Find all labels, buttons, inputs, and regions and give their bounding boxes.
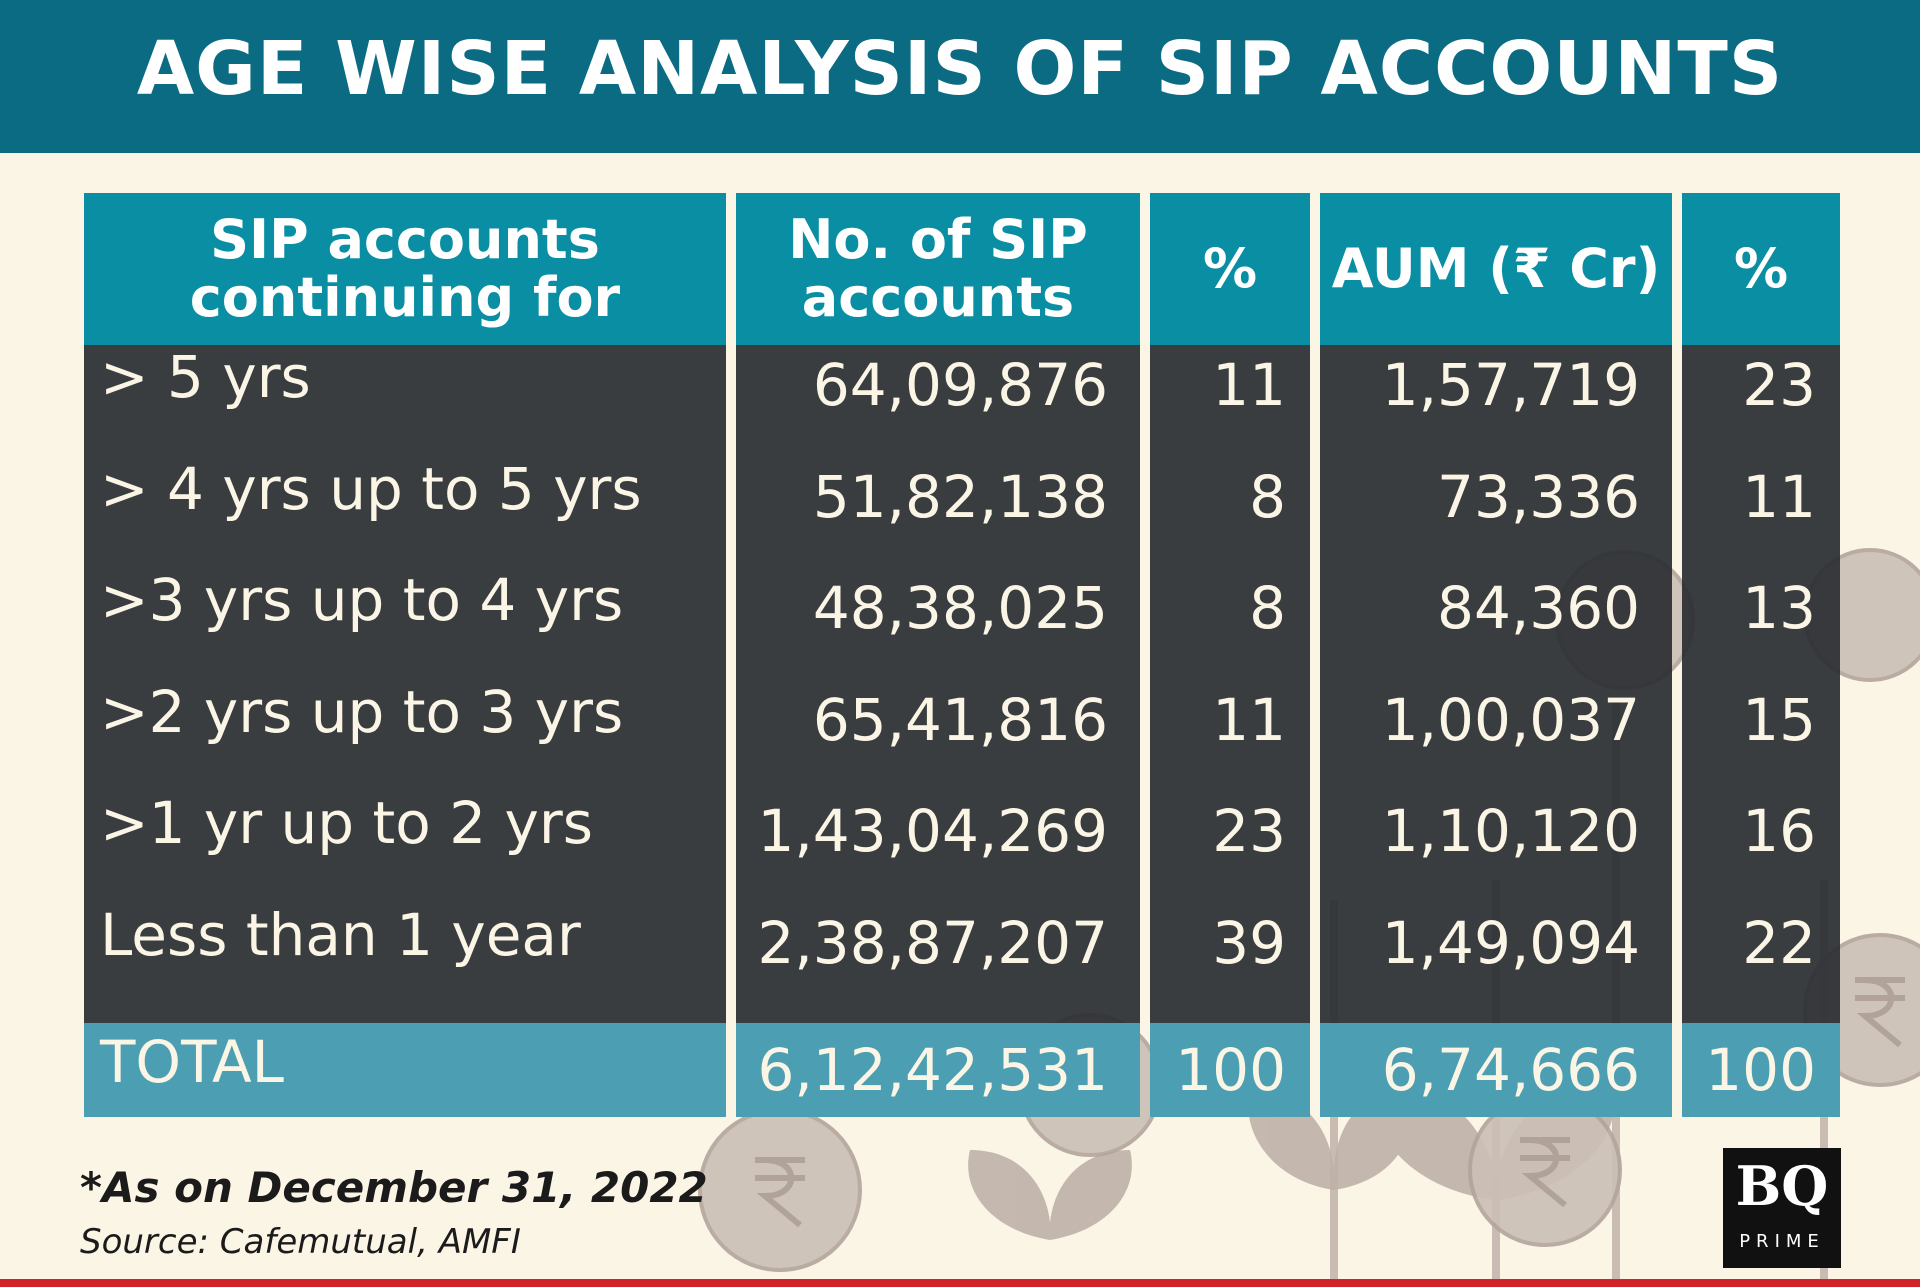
total-cell: 6,74,666: [1381, 1036, 1640, 1104]
title-banner: AGE WISE ANALYSIS OF SIP ACCOUNTS: [0, 0, 1920, 153]
total-row-cell: [1150, 1023, 1310, 1117]
header-cell: No. of SIP accounts: [736, 193, 1140, 345]
table-cell: 48,38,025: [812, 574, 1108, 642]
footnote: *As on December 31, 2022: [80, 1163, 708, 1212]
bq-prime-logo: BQ PRIME: [1723, 1148, 1841, 1268]
source-note: Source: Cafemutual, AMFI: [80, 1222, 521, 1262]
table-cell: 51,82,138: [812, 462, 1108, 531]
body-column: [1150, 345, 1310, 1023]
table-cell: 1,43,04,269: [757, 797, 1108, 865]
table-cell: 11: [1212, 685, 1286, 754]
total-cell: 6,12,42,531: [757, 1036, 1108, 1104]
table-cell: 22: [1742, 908, 1816, 977]
table-cell: 65,41,816: [812, 685, 1108, 754]
body-column: [84, 345, 726, 1023]
table-cell: 16: [1742, 797, 1816, 865]
total-label: TOTAL: [100, 1028, 284, 1096]
table-cell: 2,38,87,207: [757, 908, 1108, 977]
table-cell: 73,336: [1437, 462, 1640, 531]
table-cell: 1,00,037: [1381, 685, 1640, 754]
bottom-accent-line: [0, 1279, 1920, 1287]
row-label: > 5 yrs: [100, 343, 311, 411]
table-cell: 13: [1742, 574, 1816, 642]
rupee-symbol: [1855, 977, 1905, 1048]
table-cell: 8: [1249, 462, 1286, 531]
plant-leaf-icon: [1049, 1150, 1132, 1240]
header-cell: %: [1150, 193, 1310, 345]
rupee-symbol: [1520, 1137, 1570, 1208]
header-cell: AUM (₹ Cr): [1320, 193, 1672, 345]
row-label: >1 yr up to 2 yrs: [100, 789, 593, 857]
rupee-symbol: [755, 1157, 805, 1228]
row-label: > 4 yrs up to 5 yrs: [100, 454, 642, 523]
total-row-cell: [1320, 1023, 1672, 1117]
table-cell: 39: [1212, 908, 1286, 977]
logo-text: BQ: [1735, 1154, 1829, 1218]
table-cell: 1,57,719: [1381, 351, 1640, 419]
table-cell: 84,360: [1437, 574, 1640, 642]
logo-subtext: PRIME: [1739, 1231, 1825, 1252]
total-row-cell: [1682, 1023, 1840, 1117]
plant-leaf-icon: [968, 1150, 1051, 1240]
table-cell: 23: [1212, 797, 1286, 865]
table-cell: 11: [1212, 351, 1286, 419]
total-row-cell: [84, 1023, 726, 1117]
table-cell: 1,49,094: [1381, 908, 1640, 977]
total-cell: 100: [1705, 1036, 1816, 1104]
row-label: >2 yrs up to 3 yrs: [100, 677, 624, 746]
table-cell: 15: [1742, 685, 1816, 754]
body-column: [1682, 345, 1840, 1023]
header-cell: %: [1682, 193, 1840, 345]
body-column: [736, 345, 1140, 1023]
header-cell: SIP accounts continuing for: [84, 193, 726, 345]
page-title: AGE WISE ANALYSIS OF SIP ACCOUNTS: [136, 26, 1784, 112]
total-row-cell: [736, 1023, 1140, 1117]
table-cell: 23: [1742, 351, 1816, 419]
body-column: [1320, 345, 1672, 1023]
table-cell: 64,09,876: [812, 351, 1108, 419]
row-label: Less than 1 year: [100, 900, 581, 969]
table-cell: 8: [1249, 574, 1286, 642]
table-cell: 1,10,120: [1381, 797, 1640, 865]
total-cell: 100: [1175, 1036, 1286, 1104]
table-cell: 11: [1742, 462, 1816, 531]
row-label: >3 yrs up to 4 yrs: [100, 566, 624, 634]
